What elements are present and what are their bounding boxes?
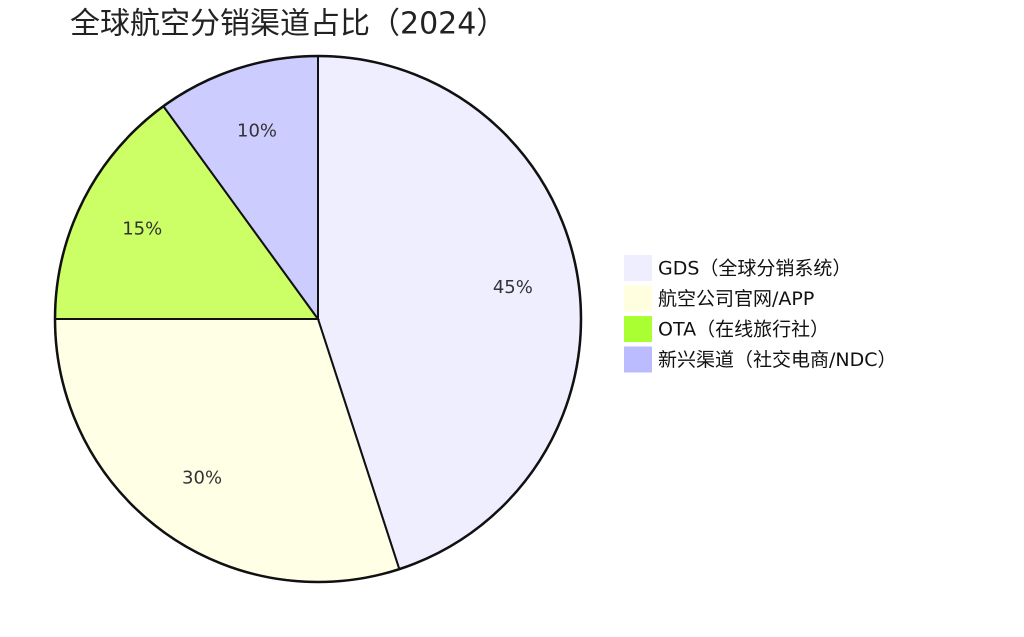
value-label: 45% [493,277,533,298]
value-label: 10% [237,120,277,141]
legend-label: OTA（在线旅行社） [658,319,829,341]
legend-label: GDS（全球分销系统） [658,258,851,280]
value-label: 15% [122,218,162,239]
legend-label: 航空公司官网/APP [658,288,814,310]
value-label: 30% [182,468,222,489]
legend-swatch [624,346,652,373]
legend-swatch [624,255,652,281]
pie-outline [53,54,583,584]
legend-label: 新兴渠道（社交电商/NDC） [658,349,897,371]
legend-swatch [624,285,652,312]
legend-swatch [624,316,652,342]
chart-title: 全球航空分销渠道占比（2024） [70,7,506,42]
